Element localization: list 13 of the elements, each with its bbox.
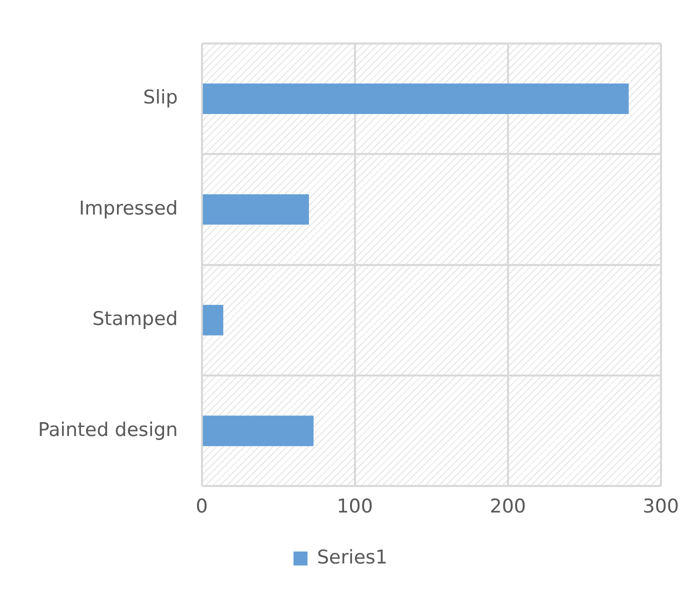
x-tick-label: 200 xyxy=(490,496,526,518)
x-tick-label: 0 xyxy=(196,496,208,518)
legend-label: Series1 xyxy=(316,546,388,568)
y-tick-label: Slip xyxy=(143,86,178,109)
y-tick-label: Painted design xyxy=(38,418,178,441)
bar xyxy=(202,416,314,446)
x-tick-label: 100 xyxy=(336,496,373,518)
bar xyxy=(202,194,309,225)
y-tick-label: Impressed xyxy=(79,197,178,220)
y-tick-label: Stamped xyxy=(92,308,178,330)
bar xyxy=(202,84,629,114)
bar xyxy=(202,304,224,336)
x-tick-label: 300 xyxy=(642,496,679,518)
